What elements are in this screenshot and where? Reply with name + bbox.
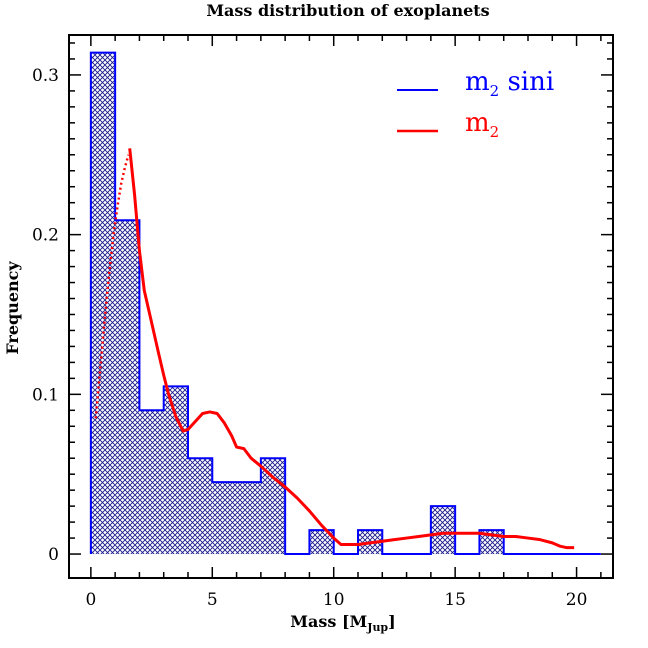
histogram-bar (212, 482, 237, 555)
x-tick-label: 10 (323, 590, 345, 610)
histogram-bar (139, 410, 164, 555)
x-tick-label: 5 (207, 590, 218, 610)
plot-frame (68, 34, 614, 579)
x-tick-label: 15 (444, 590, 466, 610)
x-axis-label: Mass [MJup] (290, 612, 395, 634)
legend-label-m2sini: m2 sini (465, 67, 554, 100)
chart-title: Mass distribution of exoplanets (206, 1, 489, 20)
histogram-bar (236, 482, 261, 555)
y-tick-label: 0 (48, 545, 59, 565)
y-tick-label: 0.2 (32, 226, 59, 246)
legend: m2 sini m2 (397, 67, 554, 141)
histogram-bar (115, 220, 140, 555)
histogram-bar (430, 506, 456, 555)
legend-label-m2: m2 (465, 108, 499, 141)
m2-curve (128, 148, 575, 550)
histogram-bar (260, 458, 286, 555)
histogram-bar (90, 52, 116, 555)
x-tick-label: 20 (566, 590, 588, 610)
histogram-bar (309, 530, 334, 555)
plot-area: 0 5 10 15 20 0 0.1 0.2 0.3 (32, 34, 614, 610)
histogram-bar (163, 386, 188, 555)
histogram-bar (188, 458, 213, 555)
y-tick-label: 0.3 (32, 66, 59, 86)
y-tick-label: 0.1 (32, 385, 59, 405)
y-axis-label: Frequency (3, 261, 22, 355)
m2-curve-dotted (94, 154, 130, 419)
x-tick-label: 0 (85, 590, 96, 610)
